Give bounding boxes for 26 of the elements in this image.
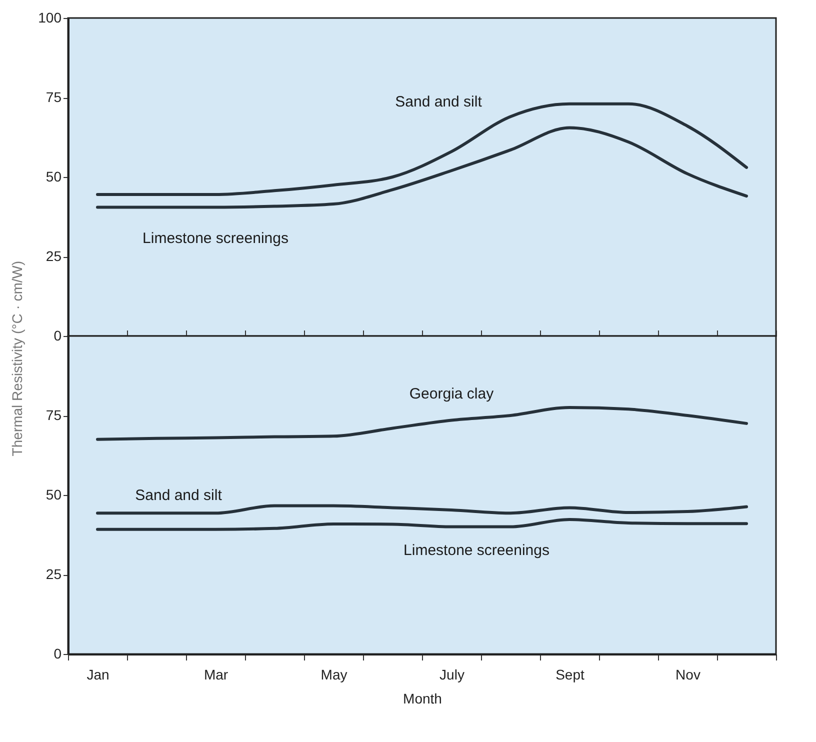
line-series (96, 504, 748, 515)
y-tick-label: 75 (46, 89, 62, 105)
y-tick-label: 25 (46, 248, 62, 264)
y-tick-label: 25 (46, 566, 62, 582)
x-tick-label: Nov (676, 666, 700, 682)
y-tick-label: 0 (54, 646, 62, 662)
series-label: Sand and silt (135, 487, 223, 504)
y-tick-label: 75 (46, 407, 62, 423)
x-tick-label: July (440, 666, 464, 682)
x-tick-label: Jan (86, 666, 110, 682)
y-axis-title: Thermal Resistivity (°C · cm/W) (8, 260, 25, 456)
line-series (96, 126, 748, 209)
series-label: Georgia clay (409, 385, 494, 402)
y-tick-label: 50 (46, 486, 62, 502)
x-tick-label: Mar (204, 666, 228, 682)
series-label: Sand and silt (395, 94, 483, 111)
line-series (96, 518, 748, 531)
x-tick-label: Sept (556, 666, 585, 682)
y-tick-label: 0 (54, 328, 62, 344)
x-tick-label: May (320, 666, 348, 682)
y-tick-label: 100 (38, 10, 62, 26)
series-label: Limestone screenings (404, 542, 550, 559)
line-series (96, 406, 748, 441)
y-tick-label: 50 (46, 168, 62, 184)
x-axis-title: Month (403, 690, 442, 706)
series-label: Limestone screenings (142, 230, 288, 248)
